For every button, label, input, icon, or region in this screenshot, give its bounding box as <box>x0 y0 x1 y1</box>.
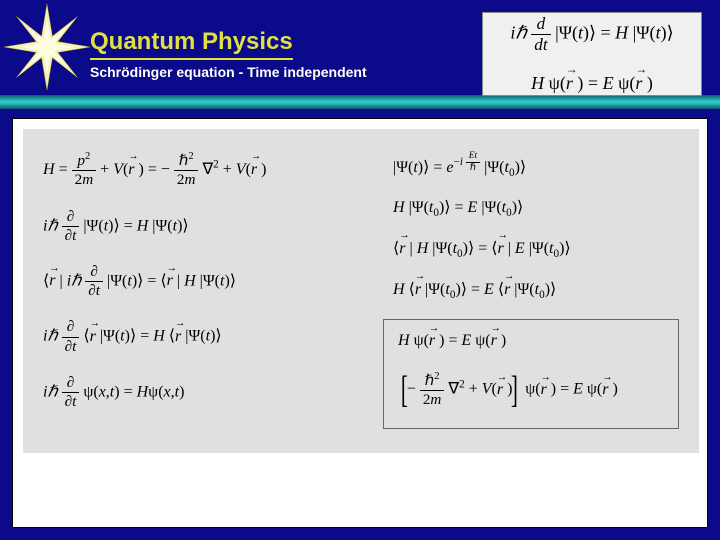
equation: H ψ(r ) = E ψ(r ) <box>398 332 664 350</box>
equation: [− ℏ22m ∇2 + V(r )] ψ(r ) = E ψ(r ) <box>398 368 664 412</box>
equation: iℏ ddt |Ψ(t)⟩ = H |Ψ(t)⟩ <box>510 14 673 55</box>
equation: iℏ ∂∂t |Ψ(t)⟩ = H |Ψ(t)⟩ <box>43 208 266 245</box>
equation: iℏ ∂∂t ⟨r |Ψ(t)⟩ = H ⟨r |Ψ(t)⟩ <box>43 318 266 355</box>
equation: H |Ψ(t0)⟩ = E |Ψ(t0)⟩ <box>393 198 571 221</box>
equation: ⟨r | iℏ ∂∂t |Ψ(t)⟩ = ⟨r | H |Ψ(t)⟩ <box>43 263 266 300</box>
equation: |Ψ(t)⟩ = e−i Etℏ |Ψ(t0)⟩ <box>393 151 571 180</box>
equation: ⟨r | H |Ψ(t0)⟩ = ⟨r | E |Ψ(t0)⟩ <box>393 239 571 262</box>
equation: H = p22m + V(r ) = − ℏ22m ∇2 + V(r ) <box>43 151 266 190</box>
page-title: Quantum Physics <box>90 28 293 60</box>
equation: H ⟨r |Ψ(t0)⟩ = E ⟨r |Ψ(t0)⟩ <box>393 280 571 303</box>
summary-equation-box: iℏ ddt |Ψ(t)⟩ = H |Ψ(t)⟩ H ψ(r ) = E ψ(r… <box>482 12 702 96</box>
result-box: H ψ(r ) = E ψ(r ) [− ℏ22m ∇2 + V(r )] ψ(… <box>383 319 679 429</box>
content-area: H = p22m + V(r ) = − ℏ22m ∇2 + V(r ) iℏ … <box>12 118 708 528</box>
equation-panel: H = p22m + V(r ) = − ℏ22m ∇2 + V(r ) iℏ … <box>23 129 699 453</box>
left-equation-column: H = p22m + V(r ) = − ℏ22m ∇2 + V(r ) iℏ … <box>43 151 266 429</box>
right-equation-column: |Ψ(t)⟩ = e−i Etℏ |Ψ(t0)⟩ H |Ψ(t0)⟩ = E |… <box>393 151 571 320</box>
divider-bar <box>0 95 720 109</box>
equation: iℏ ∂∂t ψ(x,t) = Hψ(x,t) <box>43 374 266 411</box>
starburst-icon <box>2 2 92 92</box>
equation: H ψ(r ) = E ψ(r ) <box>531 73 653 94</box>
